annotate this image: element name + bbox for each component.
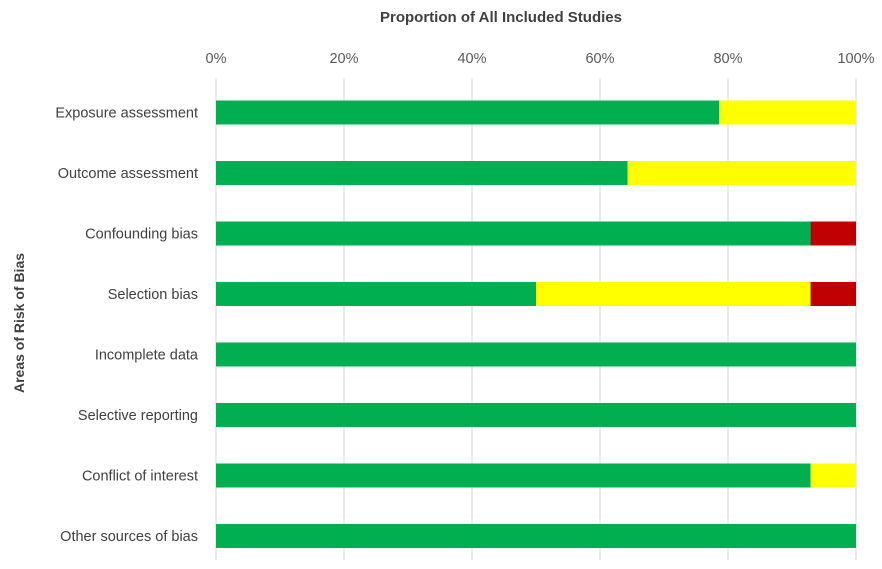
category-label: Exposure assessment [55,106,198,122]
bar-segment [216,342,856,367]
category-label: Incomplete data [95,348,199,364]
bar-segment [810,463,856,488]
y-axis-title: Areas of Risk of Bias [11,253,27,393]
x-tick-label: 60% [585,51,614,67]
bar-segment [216,100,720,125]
x-tick-label: 80% [713,51,742,67]
gridlines [215,78,857,560]
x-tick-label: 0% [206,51,227,67]
category-label: Other sources of bias [60,529,198,545]
category-labels: Exposure assessment Outcome assessment Con… [55,106,199,546]
bar-segment [719,100,856,125]
bar-segment [216,282,536,306]
bar-segment [216,221,811,246]
bar-segment [216,403,856,427]
bars [216,100,856,548]
bar-segment [810,282,856,306]
bar-segment [810,221,856,246]
x-axis-ticks: 0% 20% 40% 60% 80% 100% [206,51,875,67]
chart-title: Proportion of All Included Studies [380,9,622,26]
category-label: Conflict of interest [82,469,198,485]
x-tick-label: 100% [837,51,874,67]
x-tick-label: 20% [329,51,358,67]
category-label: Selective reporting [78,408,198,424]
category-label: Outcome assessment [58,166,198,182]
x-tick-label: 40% [457,51,486,67]
bar-segment [627,161,856,185]
bar-segment [536,282,811,306]
category-label: Confounding bias [85,227,198,243]
bar-segment [216,524,856,548]
bar-segment [216,463,811,488]
bar-segment [216,161,628,185]
category-label: Selection bias [108,287,198,303]
